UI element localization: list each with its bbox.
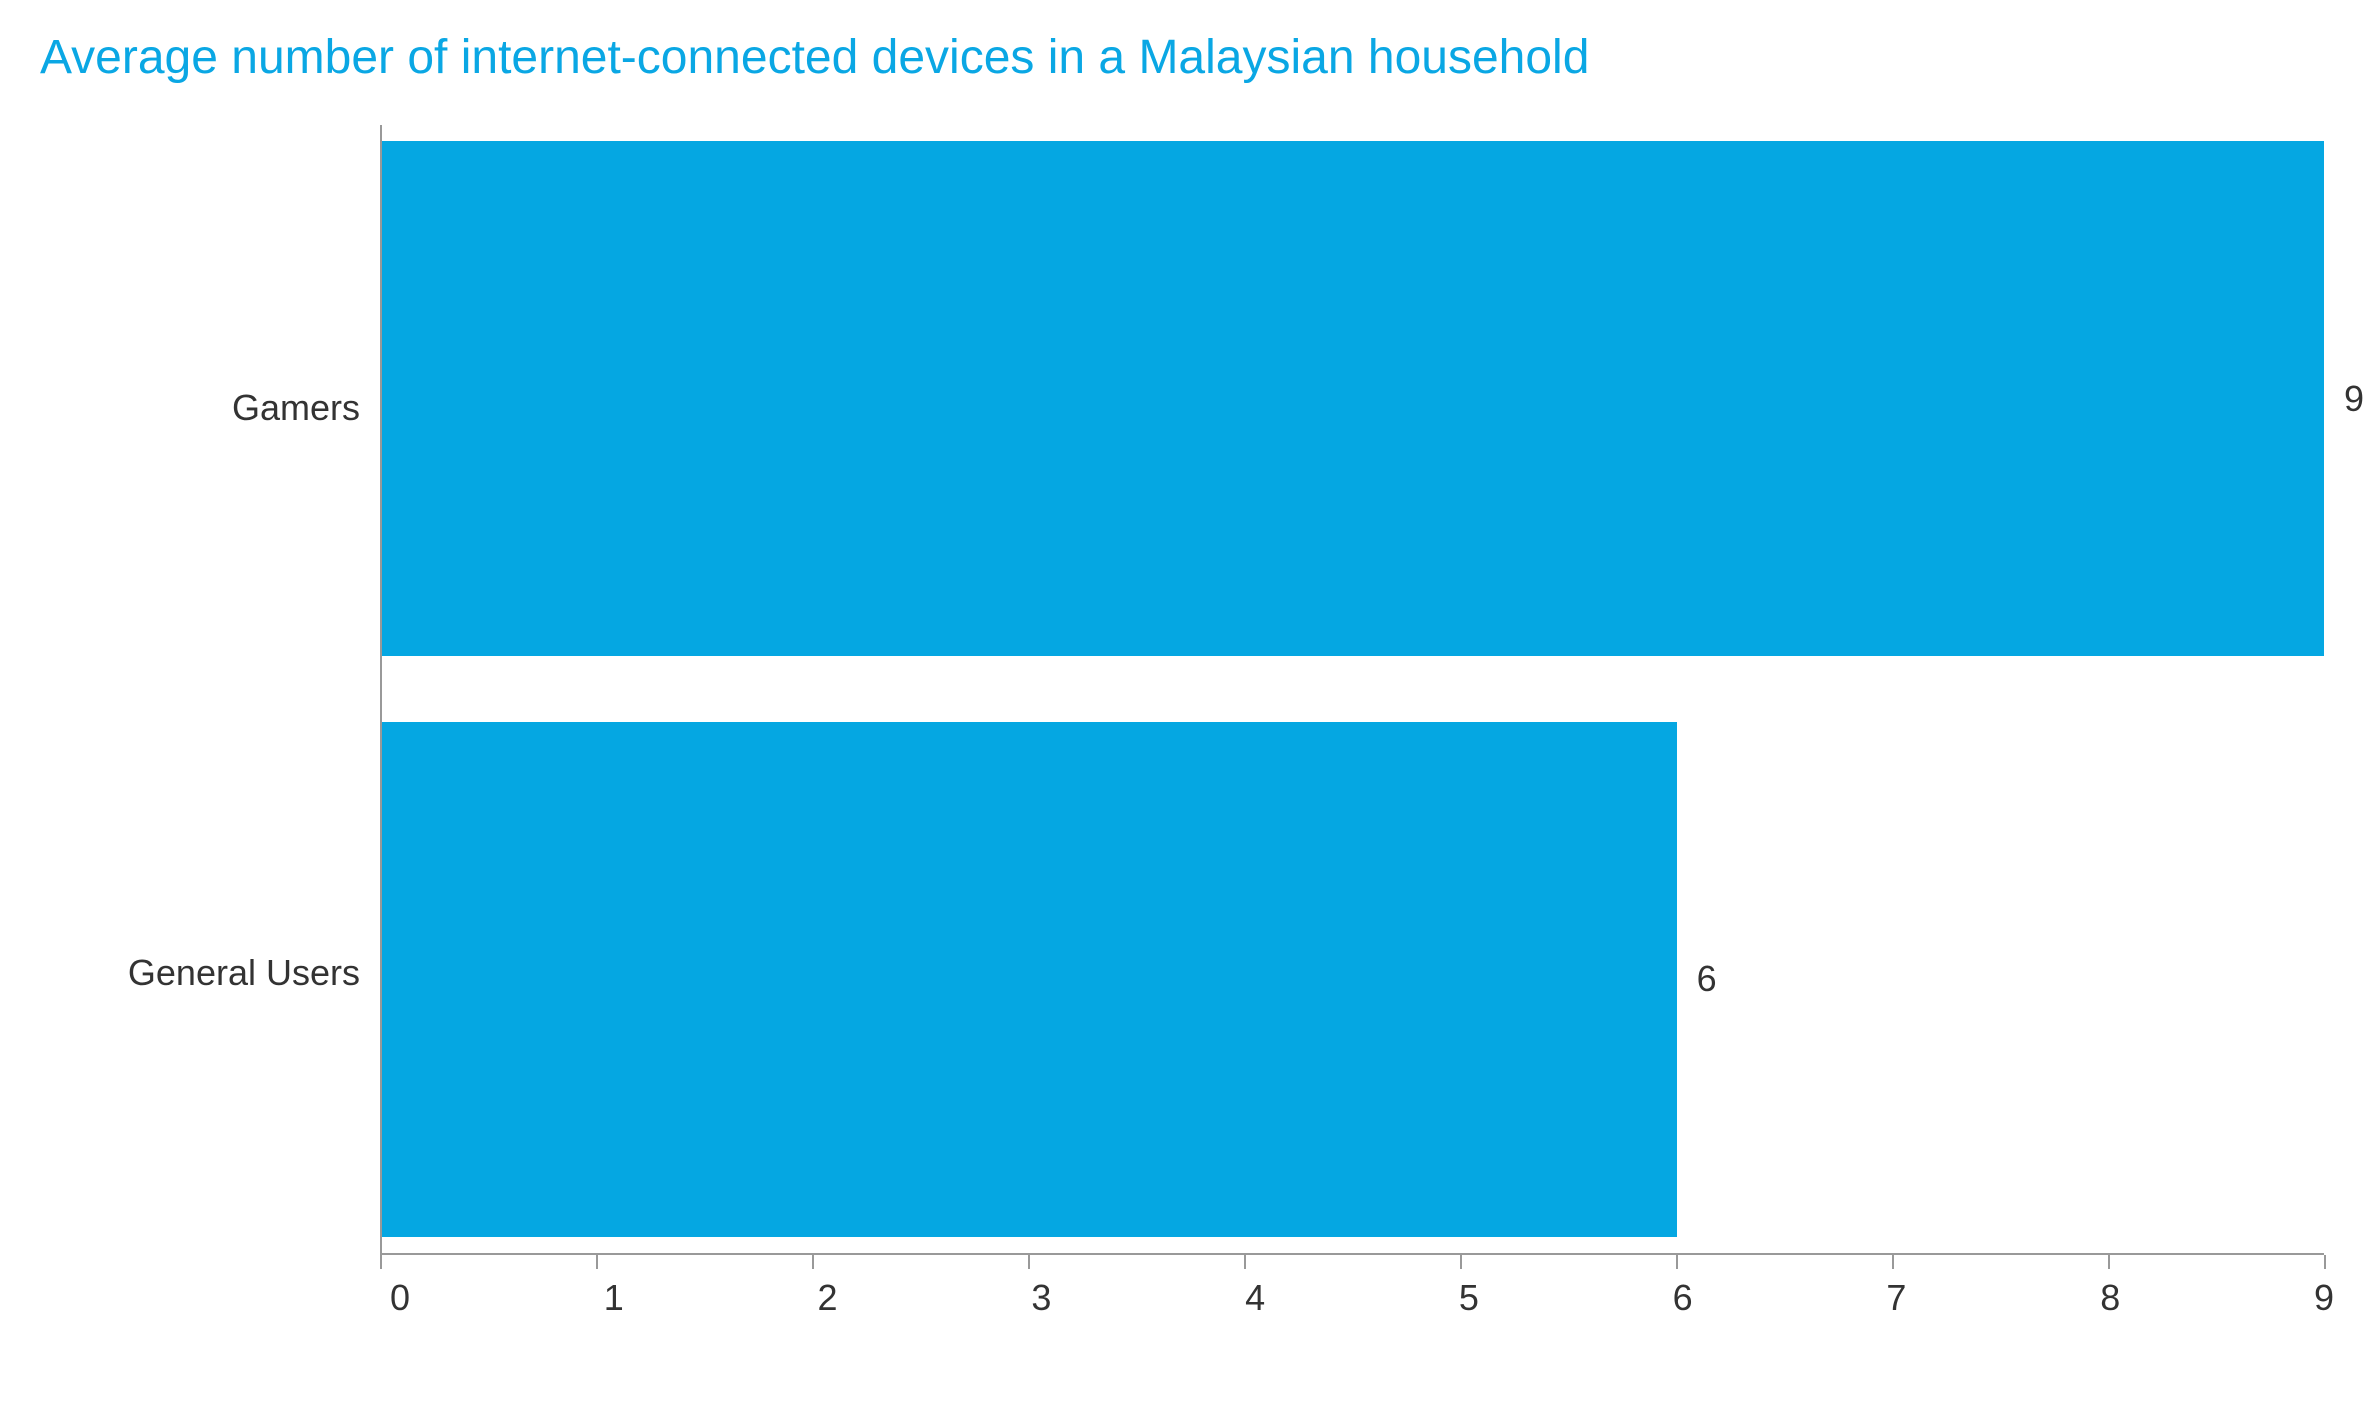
x-axis-label: 9 [2314,1277,2334,1319]
x-axis-label: 3 [1031,1277,1051,1319]
bar-slot-general-users: 6 [382,706,2324,1253]
y-axis-label-general-users: General Users [40,952,360,994]
bar-value-gamers: 9 [2344,378,2364,420]
bars-region: 9 6 [380,125,2324,1255]
bar-general-users: 6 [382,722,1677,1236]
bar-gamers: 9 [382,141,2324,655]
x-axis-label: 8 [2100,1277,2120,1319]
x-axis-label: 0 [390,1277,410,1319]
x-axis-label: 5 [1459,1277,1479,1319]
chart-title: Average number of internet-connected dev… [40,30,2324,85]
bars-wrap: 9 6 [382,125,2324,1253]
x-axis-label: 4 [1245,1277,1265,1319]
x-axis-label: 2 [818,1277,838,1319]
y-axis-label-gamers: Gamers [40,387,360,429]
x-axis-line [380,1253,2324,1255]
x-axis: 0123456789 [400,1267,2324,1327]
bar-value-general-users: 6 [1697,958,1717,1000]
y-axis: Gamers General Users [40,125,380,1255]
x-tick [380,1255,382,1269]
x-axis-label: 6 [1673,1277,1693,1319]
x-axis-label: 1 [604,1277,624,1319]
x-axis-label: 7 [1886,1277,1906,1319]
bar-slot-gamers: 9 [382,125,2324,672]
plot-area: Gamers General Users 9 6 [40,125,2324,1255]
x-tick [2324,1255,2326,1269]
chart-container: Average number of internet-connected dev… [40,30,2324,1374]
